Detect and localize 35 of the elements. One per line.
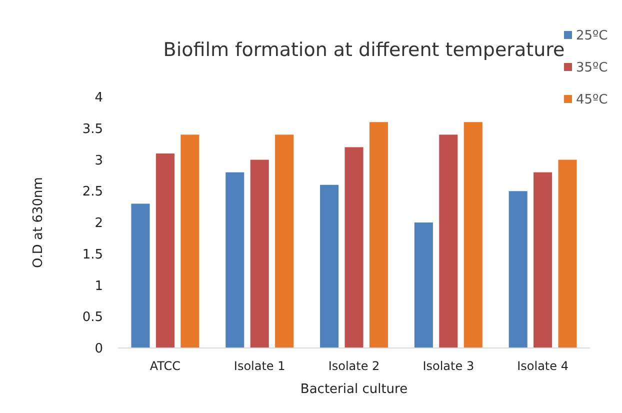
bar: [558, 160, 577, 348]
x-tick-label: Isolate 2: [328, 359, 380, 373]
bar: [156, 153, 174, 348]
bar: [131, 204, 150, 348]
y-tick-label: 0.5: [82, 310, 103, 326]
chart-title: Biofilm formation at different temperature: [163, 39, 565, 61]
bar: [250, 160, 269, 348]
y-tick-label: 1: [94, 278, 103, 294]
bar: [534, 172, 552, 348]
y-tick-label: 1.5: [82, 247, 103, 262]
bar: [414, 222, 433, 348]
x-axis-title: Bacterial culture: [300, 382, 408, 397]
y-tick-label: 2.5: [82, 184, 103, 200]
bar: [320, 184, 339, 348]
legend-label: 25ºC: [576, 28, 608, 44]
y-tick-label: 4: [94, 90, 103, 106]
bar: [464, 122, 482, 348]
y-tick-label: 2: [94, 216, 103, 232]
bar: [180, 134, 200, 348]
legend-label: 45ºC: [576, 92, 608, 108]
bar: [226, 172, 244, 348]
bar: [508, 191, 528, 348]
x-tick-label: Isolate 1: [234, 359, 286, 373]
y-tick-label: 0: [94, 342, 103, 357]
y-tick-label: 3.5: [82, 122, 103, 137]
x-tick-label: Isolate 4: [517, 359, 568, 373]
legend-label: 35ºC: [576, 60, 608, 76]
bar: [369, 122, 388, 348]
bar: [439, 134, 458, 348]
bar: [344, 147, 364, 348]
x-tick-label: Isolate 3: [422, 359, 474, 373]
bar: [275, 134, 294, 348]
y-tick-label: 3: [94, 153, 103, 168]
x-tick-label: ATCC: [150, 359, 181, 373]
y-axis-title: O.D at 630nm: [31, 177, 46, 268]
